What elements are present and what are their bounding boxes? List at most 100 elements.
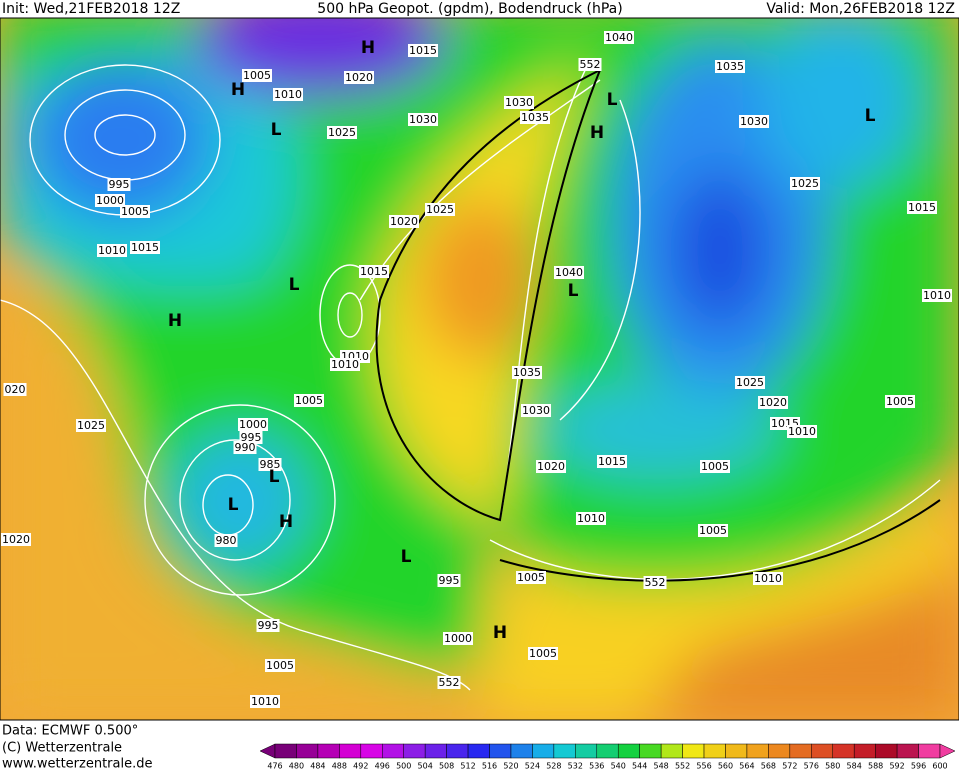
colorbar-segment [510, 743, 533, 759]
isobar-label: 990 [235, 441, 256, 454]
pressure-center: H [590, 123, 604, 143]
colorbar-tick-label: 484 [310, 762, 325, 770]
label-bg [528, 647, 558, 660]
label-bg [214, 534, 238, 547]
colorbar-tick-label: 556 [696, 762, 711, 770]
colorbar-tick-label: 500 [396, 762, 411, 770]
colorbar-tick-label: 516 [482, 762, 497, 770]
colorbar-segment [832, 743, 855, 759]
colorbar-segment [489, 743, 512, 759]
isobar-label: 1015 [131, 241, 159, 254]
colorbar-segment [639, 743, 662, 759]
isobar-label: 1030 [740, 115, 768, 128]
isobar-label: 552 [580, 58, 601, 71]
colorbar-tick-label: 520 [503, 762, 518, 770]
label-bg [576, 512, 606, 525]
isobar-label: 1010 [98, 244, 126, 257]
label-bg [120, 205, 150, 218]
label-bg [735, 376, 765, 389]
colorbar-tick-label: 548 [653, 762, 668, 770]
pressure-center: H [493, 623, 507, 643]
label-bg [437, 574, 461, 587]
colorbar-tick-label: 524 [525, 762, 540, 770]
isobar-label: 552 [645, 576, 666, 589]
label-bg [327, 126, 357, 139]
pressure-center: H [361, 38, 375, 58]
isobar-label: 995 [439, 574, 460, 587]
isobar-label: 1020 [2, 533, 30, 546]
label-bg [885, 395, 915, 408]
label-bg [512, 366, 542, 379]
colorbar-tick-label: 508 [439, 762, 454, 770]
isobar-label: 985 [260, 458, 281, 471]
isobar-label: 1010 [754, 572, 782, 585]
colorbar-segment [360, 743, 383, 759]
colorbar-tick-label: 528 [546, 762, 561, 770]
colorbar-tick-label: 584 [847, 762, 862, 770]
pressure-center: L [289, 275, 300, 295]
isobar-label: 1025 [328, 126, 356, 139]
pressure-center: L [269, 467, 280, 487]
isobar-label: 1015 [360, 265, 388, 278]
colorbar-segment [446, 743, 469, 759]
colorbar-tick-label: 504 [418, 762, 433, 770]
isobar-label: 1010 [577, 512, 605, 525]
isobar-label: 1005 [699, 524, 727, 537]
colorbar-segment [553, 743, 576, 759]
isobar-label: 1005 [243, 69, 271, 82]
label-bg [700, 460, 730, 473]
isobar-label: 995 [258, 619, 279, 632]
colorbar-segment [382, 743, 404, 759]
colorbar-tick-label: 532 [568, 762, 583, 770]
isobar-label: 1030 [522, 404, 550, 417]
field [0, 18, 959, 720]
colorbar-segment [768, 743, 791, 759]
copyright: (C) Wetterzentrale [2, 741, 122, 756]
colorbar-segment [339, 743, 362, 759]
isobar-label: 980 [216, 534, 237, 547]
isobar-label: 1005 [529, 647, 557, 660]
label-bg [76, 419, 106, 432]
label-bg [715, 60, 745, 73]
colorbar-tick-label: 592 [889, 762, 904, 770]
label-bg [753, 572, 783, 585]
colorbar-tick-label: 552 [675, 762, 690, 770]
label-bg [698, 524, 728, 537]
colorbar-tick-label: 596 [911, 762, 926, 770]
colorbar-segment [467, 743, 490, 759]
label-bg [95, 194, 125, 207]
isobar-label: 1005 [266, 659, 294, 672]
label-bg [239, 431, 263, 444]
label-bg [739, 115, 769, 128]
isobar-label: 1035 [716, 60, 744, 73]
label-bg [408, 113, 438, 126]
isobar-label: 1005 [701, 460, 729, 473]
pressure-center: L [607, 90, 618, 110]
pressure-center: L [271, 120, 282, 140]
isobar-label: 1040 [605, 31, 633, 44]
label-bg [1, 533, 31, 546]
label-bg [330, 358, 360, 371]
label-bg [922, 289, 952, 302]
isobar-label: 1025 [77, 419, 105, 432]
colorbar-tick-label: 540 [611, 762, 626, 770]
colorbar-tick-label: 580 [825, 762, 840, 770]
isobar-label: 552 [439, 676, 460, 689]
isobar-label: 1040 [555, 266, 583, 279]
label-bg [238, 418, 268, 431]
colorbar-tick-label: 536 [589, 762, 604, 770]
isobar-label: 1020 [759, 396, 787, 409]
isobar-label: 995 [109, 178, 130, 191]
isobar-label: 020 [5, 383, 26, 396]
isobar-label: 1015 [908, 201, 936, 214]
label-bg [97, 244, 127, 257]
isobar-label: 1020 [345, 71, 373, 84]
colorbar-segment [317, 743, 340, 759]
isobar-label: 1035 [521, 111, 549, 124]
isobar-label: 995 [241, 431, 262, 444]
label-bg [790, 177, 820, 190]
label-bg [604, 31, 634, 44]
colorbar-tick-label: 568 [761, 762, 776, 770]
colorbar-segment [617, 743, 640, 759]
